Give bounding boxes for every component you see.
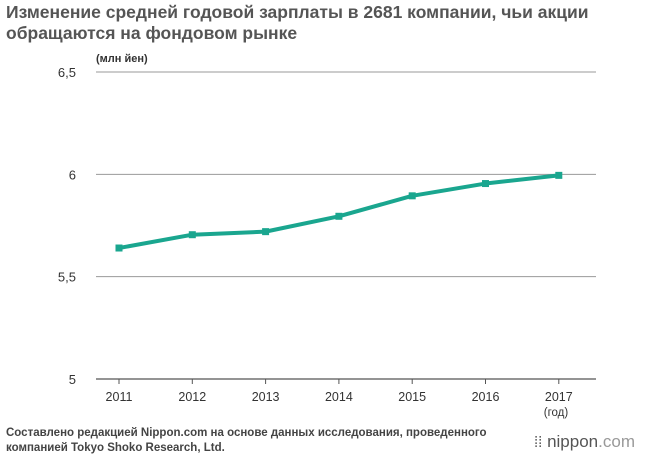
brand-logo: ⁞⁞ nippon.com <box>534 432 635 452</box>
y-tick-label: 6 <box>69 167 76 182</box>
data-point <box>555 171 563 179</box>
x-tick-label: 2011 <box>106 390 133 404</box>
y-axis-label: (млн йен) <box>96 53 148 65</box>
y-tick-labels: 5 5,5 6 6,5 <box>58 65 76 387</box>
data-point <box>408 192 416 200</box>
x-tick-labels: 2011 2012 2013 2014 2015 2016 2017 <box>106 379 573 404</box>
x-tick-label: 2014 <box>325 390 353 404</box>
data-point <box>262 228 270 236</box>
y-tick-label: 5 <box>69 372 76 387</box>
x-tick-label: 2017 <box>545 390 573 404</box>
data-point <box>115 244 123 252</box>
x-tick-label: 2013 <box>252 390 280 404</box>
data-point <box>335 212 343 220</box>
data-point <box>482 180 489 188</box>
x-tick-label: 2015 <box>398 390 426 404</box>
y-tick-label: 5,5 <box>58 270 76 285</box>
source-note: Составлено редакцией Nippon.com на основ… <box>6 427 487 454</box>
brand-dots-icon: ⁞⁞ <box>534 434 543 451</box>
chart-title: Изменение средней годовой зарплаты в 268… <box>6 2 589 43</box>
x-axis-label: (год) <box>544 407 569 419</box>
series-line <box>117 173 561 251</box>
brand-name: nippon <box>547 432 599 451</box>
x-tick-label: 2012 <box>178 390 206 404</box>
gridlines <box>96 71 596 380</box>
y-tick-label: 6,5 <box>58 65 76 80</box>
data-point <box>188 231 196 239</box>
x-tick-label: 2016 <box>472 390 500 404</box>
brand-suffix: .com <box>598 432 635 451</box>
series-layer <box>115 171 563 252</box>
